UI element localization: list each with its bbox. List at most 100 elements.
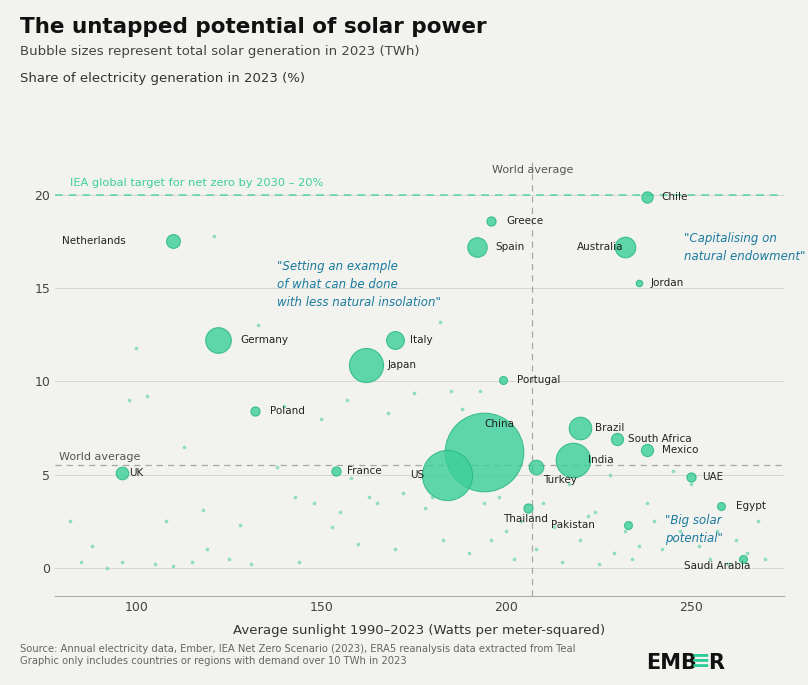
Point [722,559,734,570]
Point [211,335,224,346]
Text: UAE: UAE [702,471,723,482]
Point [115,467,128,478]
Text: Jordan: Jordan [650,277,684,288]
Point [208,230,221,241]
Text: Pakistan: Pakistan [551,520,595,530]
Point [234,520,246,531]
Text: Poland: Poland [270,406,305,416]
Text: South Africa: South Africa [629,434,692,445]
Point [271,462,284,473]
Point [363,492,376,503]
Point [123,395,136,406]
Text: US: US [410,470,424,479]
Point [692,540,705,551]
Point [737,553,750,564]
Point [685,471,698,482]
Point [419,503,431,514]
Text: Spain: Spain [495,242,524,252]
Point [370,497,383,508]
Point [360,359,372,370]
Text: "Capitalising on
natural endowment": "Capitalising on natural endowment" [684,232,806,263]
Point [648,516,661,527]
Text: Saudi Arabia: Saudi Arabia [684,561,751,571]
Point [167,236,180,247]
Point [592,559,605,570]
Point [351,538,364,549]
Point [456,404,469,415]
Text: Brazil: Brazil [595,423,625,433]
Point [252,320,265,331]
Text: Japan: Japan [388,360,417,370]
Point [492,492,505,503]
Point [759,553,772,564]
Point [463,547,476,558]
Point [496,374,509,385]
Point [330,466,343,477]
Point [622,520,635,531]
Point [167,560,180,571]
Text: Chile: Chile [662,192,688,201]
Point [529,544,542,555]
Point [500,525,513,536]
Point [474,385,487,396]
Point [100,562,113,573]
Point [433,316,446,327]
Point [478,447,490,458]
Point [389,544,402,555]
Text: Source: Annual electricity data, Ember, IEA Net Zero Scenario (2023), ERA5 reana: Source: Annual electricity data, Ember, … [20,644,575,666]
Text: Italy: Italy [410,336,433,345]
Text: France: France [347,466,382,476]
Point [618,242,631,253]
Text: India: India [587,455,613,464]
Point [437,534,450,545]
Point [470,242,483,253]
Point [485,534,498,545]
Text: EMB: EMB [646,653,697,673]
Point [222,553,235,564]
Text: UK: UK [129,468,143,478]
Point [641,497,654,508]
Point [611,434,624,445]
Point [389,335,402,346]
Point [289,492,302,503]
Point [196,505,209,516]
Point [141,391,154,402]
Point [515,516,528,527]
Point [185,557,198,568]
Point [341,395,354,406]
Text: Germany: Germany [240,336,288,345]
Point [529,462,542,473]
Point [149,559,162,570]
Point [86,540,99,551]
Point [588,506,601,517]
Point [574,423,587,434]
Point [159,516,172,527]
Point [714,501,727,512]
Text: Turkey: Turkey [543,475,577,485]
Point [625,553,638,564]
Point [607,547,620,558]
Point [633,277,646,288]
Text: Share of electricity generation in 2023 (%): Share of electricity generation in 2023 … [20,72,305,85]
Text: China: China [484,419,514,429]
Text: World average: World average [491,165,573,175]
Point [200,544,213,555]
Point [485,216,498,227]
Point [574,534,587,545]
Point [334,506,347,517]
Text: "Setting an example
of what can be done
with less natural insolation": "Setting an example of what can be done … [277,260,441,309]
Point [566,454,579,465]
Text: World average: World average [59,451,140,462]
Point [292,557,305,568]
Point [655,544,668,555]
Point [407,387,420,398]
Point [667,466,680,477]
Point [63,516,76,527]
Point [740,547,753,558]
Point [711,525,724,536]
Point [74,557,87,568]
Text: Thailand: Thailand [503,514,548,525]
Point [248,406,261,416]
Point [308,497,321,508]
Point [522,503,535,514]
